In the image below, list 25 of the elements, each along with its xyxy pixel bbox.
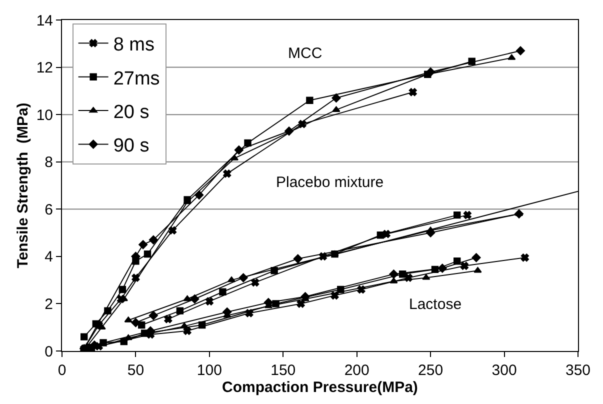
x-tick-label: 250 bbox=[418, 362, 444, 379]
legend-label: 8 ms bbox=[113, 34, 155, 56]
y-tick-label: 4 bbox=[44, 248, 53, 266]
y-axis-title: Tensile Strength (MPa) bbox=[14, 102, 32, 268]
x-tick-label: 50 bbox=[127, 362, 144, 379]
y-tick-label: 8 bbox=[44, 154, 53, 172]
y-tick-label: 2 bbox=[44, 296, 53, 313]
y-tick-label: 0 bbox=[44, 343, 53, 360]
x-tick-label: 100 bbox=[196, 362, 222, 379]
legend-label: 20 s bbox=[113, 102, 150, 123]
x-tick-label: 300 bbox=[492, 362, 517, 379]
y-tick-label: 12 bbox=[36, 60, 53, 77]
legend-label: 90 s bbox=[113, 136, 150, 157]
x-tick-label: 350 bbox=[565, 362, 591, 379]
x-axis-title: Compaction Pressure(MPa) bbox=[222, 379, 418, 396]
annotation: Lactose bbox=[409, 296, 462, 313]
x-tick-label: 0 bbox=[58, 362, 66, 379]
y-tick-label: 6 bbox=[44, 201, 53, 218]
annotation: Placebo mixture bbox=[276, 174, 384, 191]
annotation: MCC bbox=[288, 45, 322, 62]
y-tick-label: 10 bbox=[36, 106, 53, 124]
legend-label: 27ms bbox=[113, 68, 160, 90]
x-tick-label: 200 bbox=[344, 362, 370, 379]
y-tick-label: 14 bbox=[36, 12, 53, 30]
x-tick-label: 150 bbox=[270, 362, 296, 379]
